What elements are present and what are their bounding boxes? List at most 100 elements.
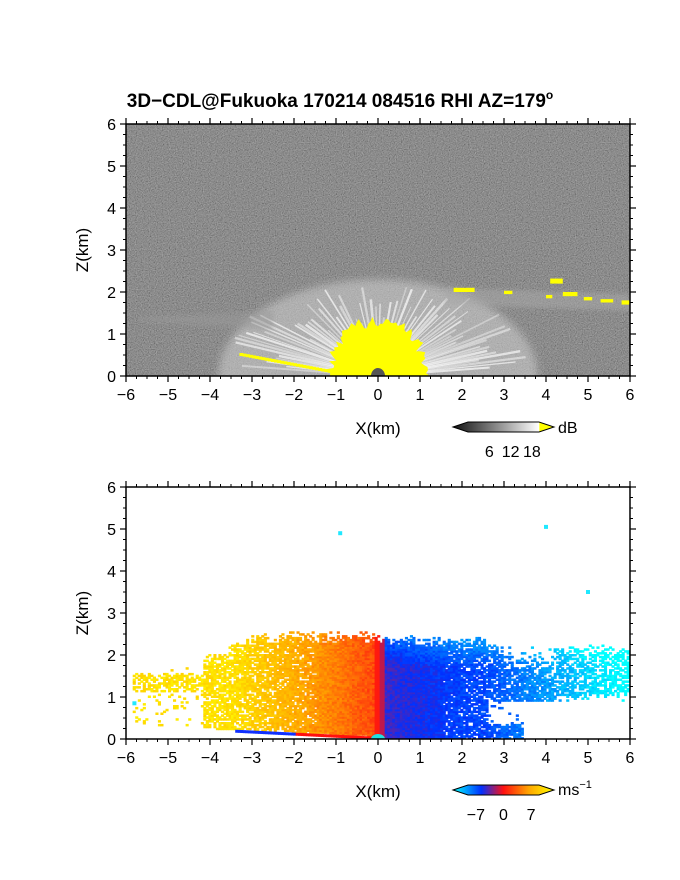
velocity-cell [420,722,424,725]
velocity-cell [341,720,345,723]
velocity-cell [364,648,368,651]
velocity-cell [432,684,436,687]
velocity-cell [147,684,151,687]
velocity-cell [281,672,285,676]
velocity-cell [346,657,350,661]
velocity-cell [344,693,348,697]
velocity-cell [236,655,240,659]
velocity-cell [452,678,456,681]
velocity-cell [278,667,282,670]
velocity-cell [326,691,330,695]
velocity-cell [268,703,272,706]
velocity-cell [218,688,222,691]
velocity-cell [382,646,386,649]
velocity-cell [208,676,212,680]
velocity-cell [324,667,328,670]
velocity-cell [417,654,421,657]
velocity-cell [210,688,214,691]
velocity-cell [319,722,323,725]
velocity-cell [205,671,209,674]
velocity-cell [387,722,391,725]
velocity-cell [352,644,356,647]
velocity-cell [205,705,209,708]
velocity-cell [346,727,350,731]
velocity-cell [238,688,242,691]
velocity-cell [276,699,280,702]
velocity-cell [364,672,368,676]
velocity-cell [220,695,224,698]
velocity-cell [163,682,167,685]
velocity-cell [236,686,240,689]
velocity-cell [427,661,431,664]
velocity-cell [268,667,272,670]
velocity-cell [263,699,267,702]
velocity-cell [304,671,308,674]
velocity-cell [450,699,454,702]
velocity-cell [334,701,338,704]
velocity-cell [344,731,348,734]
velocity-cell [402,703,406,706]
velocity-cell [276,703,280,706]
velocity-cell [334,703,338,706]
velocity-cell [452,701,456,704]
velocity-cell [420,655,424,659]
velocity-cell [440,733,444,736]
velocity-cell [173,688,177,691]
velocity-cell [233,644,237,647]
velocity-cell [266,661,270,664]
velocity-cell [301,650,305,653]
velocity-cell [425,716,429,719]
velocity-cell [377,665,381,668]
velocity-cell [243,703,247,706]
velocity-cell [382,671,386,674]
velocity-cell [233,648,237,651]
velocity-cell [346,701,350,704]
velocity-cell [346,655,350,659]
velocity-cell [326,710,330,714]
velocity-cell [362,682,366,685]
velocity-cell [339,672,343,676]
velocity-cell [415,735,419,738]
velocity-cell [379,705,383,708]
velocity-cell [266,642,270,646]
velocity-cell [276,722,280,725]
velocity-cell [346,708,350,712]
velocity-cell [349,725,353,729]
velocity-cell [233,697,237,700]
velocity-cell [339,712,343,715]
velocity-cell [392,671,396,674]
velocity-cell [349,714,353,717]
velocity-cell [329,650,333,653]
velocity-cell [450,665,454,668]
velocity-cell [251,682,255,685]
velocity-cell [409,684,413,687]
velocity-cell [331,642,335,646]
velocity-cell [387,716,391,719]
velocity-cell [168,689,172,693]
velocity-cell [266,689,270,693]
velocity-cell [437,655,441,659]
velocity-cell [289,688,293,691]
velocity-cell [316,674,320,678]
velocity-cell [374,705,378,708]
velocity-cell [331,659,335,663]
velocity-cell [248,680,252,683]
velocity-cell [283,671,287,674]
velocity-cell [425,697,429,700]
velocity-cell [271,676,275,680]
velocity-cell [374,680,378,683]
velocity-cell [394,727,398,731]
velocity-cell [432,667,436,670]
velocity-cell [402,725,406,729]
velocity-cell [273,718,277,721]
velocity-cell [384,729,388,732]
velocity-cell [341,718,345,721]
velocity-cell [399,665,403,668]
velocity-cell [425,691,429,695]
velocity-cell [394,650,398,653]
velocity-cell [367,706,371,710]
velocity-cell [210,678,214,681]
velocity-cell [435,725,439,729]
velocity-cell [440,655,444,659]
velocity-cell [352,705,356,708]
